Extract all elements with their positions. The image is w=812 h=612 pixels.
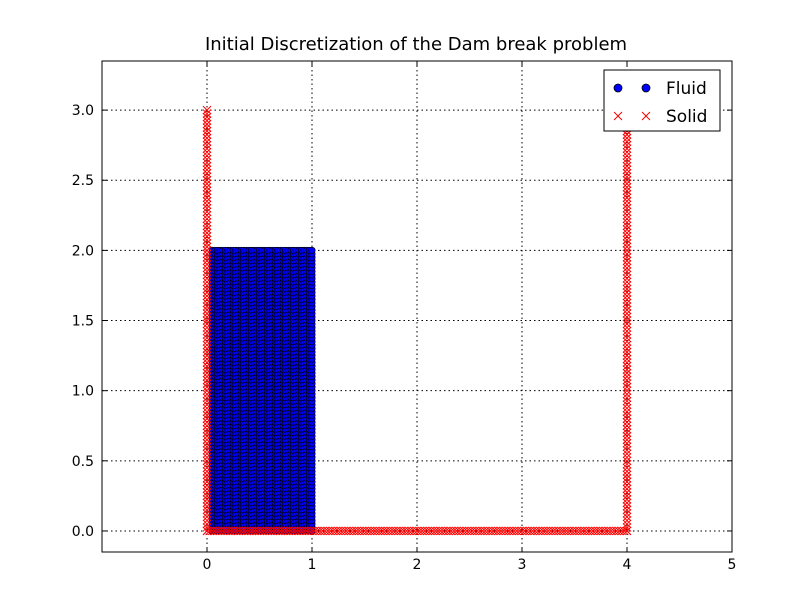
solid-point	[622, 228, 632, 238]
solid-point	[622, 389, 632, 399]
solid-point	[622, 340, 632, 350]
solid-point	[202, 242, 212, 252]
solid-point	[202, 179, 212, 189]
solid-point	[202, 130, 212, 140]
solid-point	[622, 466, 632, 476]
plot-frame	[101, 60, 733, 553]
solid-point	[622, 242, 632, 252]
solid-point	[622, 498, 632, 508]
axis-ticks: 0 1 2 3 4 5 0.0 0.5 1.0 1.5 2.0 2.5 3.0	[72, 61, 737, 573]
solid-point	[622, 305, 632, 315]
x-tick-label: 0	[203, 557, 212, 573]
solid-point	[202, 214, 212, 224]
solid-point	[202, 210, 212, 220]
fluid-point	[308, 246, 316, 254]
y-tick-label: 2.0	[72, 243, 94, 259]
solid-point	[622, 214, 632, 224]
solid-point	[622, 421, 632, 431]
solid-point	[622, 263, 632, 273]
solid-point	[622, 147, 632, 157]
solid-point	[622, 337, 632, 346]
solid-point	[202, 133, 212, 143]
legend-fluid-marker	[613, 83, 623, 93]
solid-point	[202, 196, 212, 206]
solid-point	[622, 326, 632, 336]
solid-point	[622, 165, 632, 175]
y-tick-label: 1.0	[72, 384, 94, 400]
solid-point	[622, 358, 632, 367]
solid-point	[622, 435, 632, 445]
chart-title: Initial Discretization of the Dam break …	[205, 34, 627, 55]
solid-point	[622, 309, 632, 318]
solid-point	[202, 119, 212, 129]
solid-point	[622, 449, 632, 459]
solid-point	[622, 277, 632, 287]
solid-point	[622, 196, 632, 206]
y-tick-label: 0.5	[72, 454, 94, 470]
solid-point	[622, 470, 632, 480]
solid-point	[622, 452, 632, 462]
y-tick-label: 0.0	[72, 524, 94, 540]
solid-point	[622, 232, 632, 241]
solid-point	[202, 116, 212, 125]
y-tick-label: 1.5	[72, 314, 94, 330]
solid-point	[622, 210, 632, 220]
solid-point	[622, 481, 632, 490]
x-tick-label: 2	[413, 557, 422, 573]
solid-point	[622, 274, 632, 283]
solid-point	[622, 151, 632, 161]
y-tick-label: 2.5	[72, 173, 94, 189]
solid-point	[622, 484, 632, 494]
solid-point	[202, 147, 212, 157]
solid-point	[202, 232, 212, 241]
solid-point	[622, 179, 632, 189]
solid-point	[622, 260, 632, 269]
solid-point	[622, 295, 632, 304]
data-points	[202, 105, 632, 536]
solid-point	[622, 368, 632, 378]
solid-point	[622, 323, 632, 332]
legend: Fluid Solid	[603, 69, 721, 132]
legend-fluid-marker	[641, 83, 651, 93]
solid-point	[622, 502, 632, 511]
y-tick-label: 3.0	[72, 103, 94, 119]
solid-point	[622, 133, 632, 143]
solid-point	[622, 354, 632, 364]
fluid-series	[208, 246, 316, 535]
solid-point	[622, 291, 632, 301]
solid-point	[622, 417, 632, 427]
legend-solid-label: Solid	[666, 107, 707, 127]
solid-point	[622, 182, 632, 192]
x-tick-label: 4	[623, 557, 632, 573]
x-tick-label: 5	[728, 557, 737, 573]
solid-point	[202, 182, 212, 192]
x-tick-label: 1	[308, 557, 317, 573]
solid-point	[202, 165, 212, 175]
solid-point	[202, 151, 212, 161]
grid-lines	[102, 61, 733, 552]
solid-point	[622, 130, 632, 140]
x-tick-label: 3	[518, 557, 527, 573]
legend-fluid-label: Fluid	[666, 79, 707, 99]
solid-point	[622, 403, 632, 413]
solid-point	[202, 228, 212, 238]
solid-point	[622, 372, 632, 381]
